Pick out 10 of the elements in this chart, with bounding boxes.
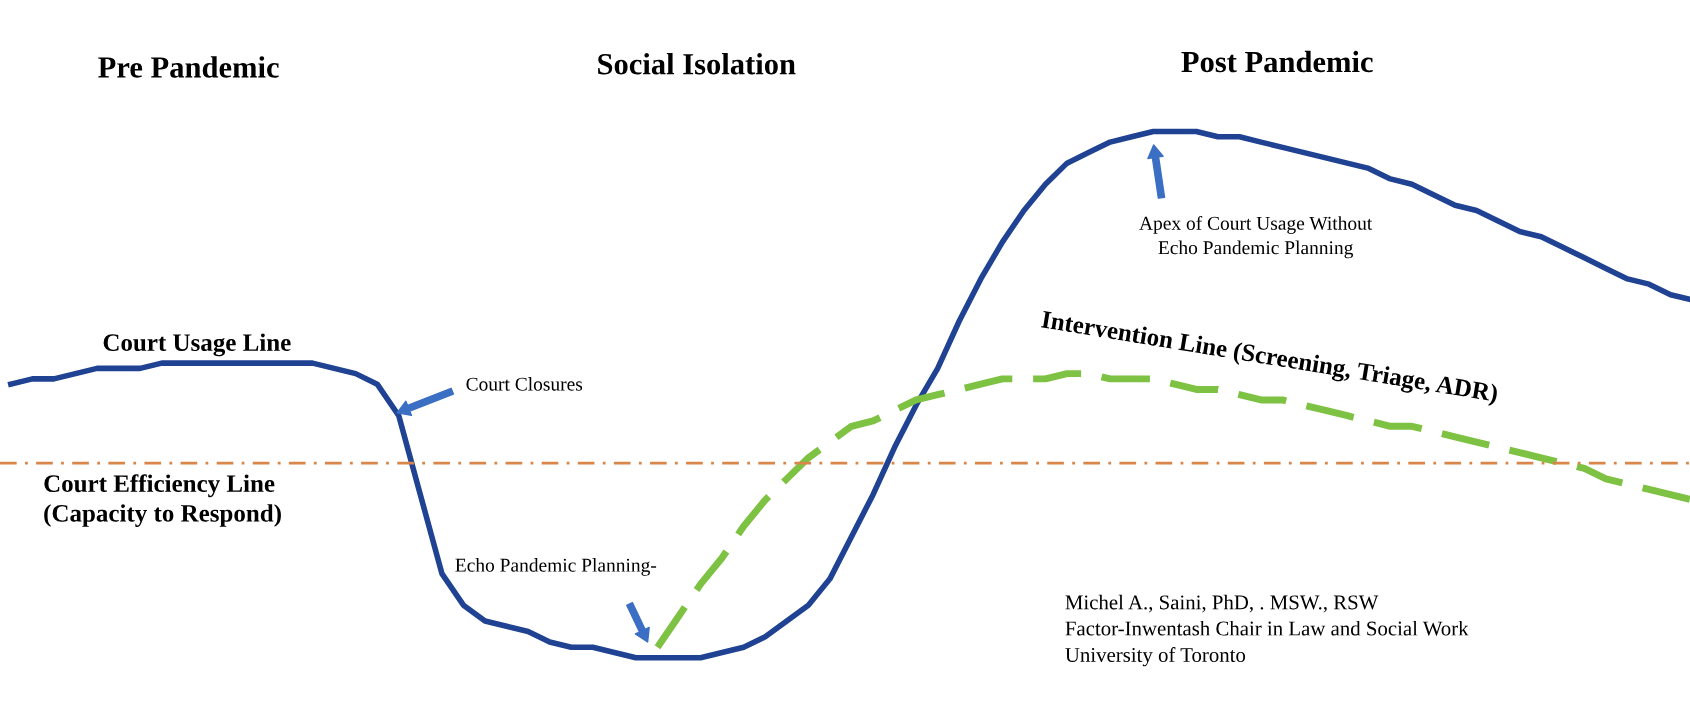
annotation: Echo Pandemic Planning- [455, 558, 657, 576]
text: Post Pandemic [1181, 50, 1373, 73]
annotation: Michel A., Saini, PhD, . MSW., RSW Factor-Inwentash Chair in Law and Social Work University of Toronto [1065, 594, 1469, 667]
text: Pre Pandemic [98, 56, 279, 78]
text: Social Isolation [598, 52, 796, 75]
text: Intervention Line (Screening, Triage, ADR) [1040, 310, 1499, 408]
annotation: Apex of Court Usage Without Echo Pandemic Planning [1139, 215, 1373, 259]
ref-line-label: Court Efficiency Line (Capacity to Respond) [44, 474, 281, 527]
annotation: Court Closures [466, 377, 583, 391]
series-label: Court Usage Line [103, 333, 291, 357]
